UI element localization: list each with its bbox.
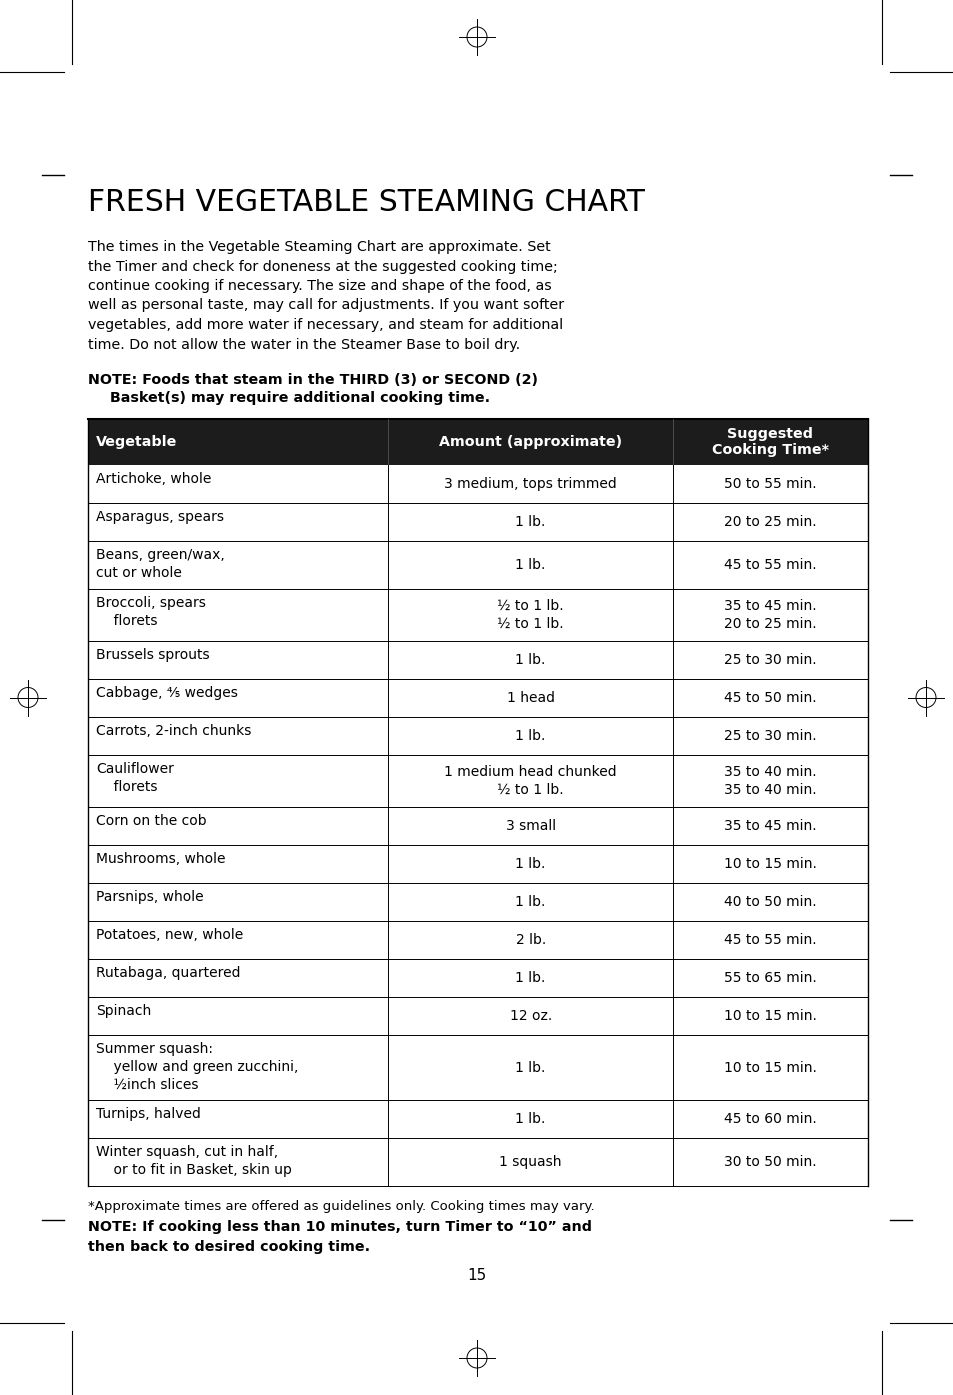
Text: Beans, green/wax,
cut or whole: Beans, green/wax, cut or whole xyxy=(96,548,225,580)
Text: 1 medium head chunked
½ to 1 lb.: 1 medium head chunked ½ to 1 lb. xyxy=(444,764,617,797)
Text: 1 lb.: 1 lb. xyxy=(515,515,545,529)
Text: Corn on the cob: Corn on the cob xyxy=(96,815,207,829)
Text: 1 lb.: 1 lb. xyxy=(515,558,545,572)
Text: 3 medium, tops trimmed: 3 medium, tops trimmed xyxy=(444,477,617,491)
Text: then back to desired cooking time.: then back to desired cooking time. xyxy=(88,1240,370,1254)
Text: 1 head: 1 head xyxy=(506,691,554,704)
Text: 40 to 50 min.: 40 to 50 min. xyxy=(723,896,816,910)
Text: 15: 15 xyxy=(467,1268,486,1282)
Text: 45 to 55 min.: 45 to 55 min. xyxy=(723,933,816,947)
Text: 12 oz.: 12 oz. xyxy=(509,1009,551,1023)
Text: the Timer and check for doneness at the suggested cooking time;: the Timer and check for doneness at the … xyxy=(88,259,558,273)
Text: 1 lb.: 1 lb. xyxy=(515,857,545,870)
Text: 10 to 15 min.: 10 to 15 min. xyxy=(723,857,816,870)
Text: Parsnips, whole: Parsnips, whole xyxy=(96,890,203,904)
Text: Cabbage, ⅘ wedges: Cabbage, ⅘ wedges xyxy=(96,686,237,700)
Text: Winter squash, cut in half,
    or to fit in Basket, skin up: Winter squash, cut in half, or to fit in… xyxy=(96,1145,292,1177)
Text: 20 to 25 min.: 20 to 25 min. xyxy=(723,515,816,529)
Text: Rutabaga, quartered: Rutabaga, quartered xyxy=(96,965,240,981)
Text: 1 lb.: 1 lb. xyxy=(515,896,545,910)
Text: Amount (approximate): Amount (approximate) xyxy=(438,435,621,449)
Text: Suggested
Cooking Time*: Suggested Cooking Time* xyxy=(711,427,828,458)
Text: Carrots, 2-inch chunks: Carrots, 2-inch chunks xyxy=(96,724,251,738)
Text: Brussels sprouts: Brussels sprouts xyxy=(96,649,210,663)
Text: continue cooking if necessary. The size and shape of the food, as: continue cooking if necessary. The size … xyxy=(88,279,551,293)
Text: 2 lb.: 2 lb. xyxy=(515,933,545,947)
Text: 35 to 45 min.: 35 to 45 min. xyxy=(723,819,816,833)
Text: FRESH VEGETABLE STEAMING CHART: FRESH VEGETABLE STEAMING CHART xyxy=(88,188,644,218)
Text: 25 to 30 min.: 25 to 30 min. xyxy=(723,653,816,667)
Text: 1 lb.: 1 lb. xyxy=(515,730,545,744)
Text: 3 small: 3 small xyxy=(505,819,556,833)
Bar xyxy=(88,418,867,465)
Text: 25 to 30 min.: 25 to 30 min. xyxy=(723,730,816,744)
Text: well as personal taste, may call for adjustments. If you want softer: well as personal taste, may call for adj… xyxy=(88,299,563,312)
Text: 50 to 55 min.: 50 to 55 min. xyxy=(723,477,816,491)
Text: *Approximate times are offered as guidelines only. Cooking times may vary.: *Approximate times are offered as guidel… xyxy=(88,1200,594,1214)
Text: Basket(s) may require additional cooking time.: Basket(s) may require additional cooking… xyxy=(110,391,490,405)
Text: time. Do not allow the water in the Steamer Base to boil dry.: time. Do not allow the water in the Stea… xyxy=(88,338,519,352)
Text: Spinach: Spinach xyxy=(96,1004,152,1018)
Text: 30 to 50 min.: 30 to 50 min. xyxy=(723,1155,816,1169)
Text: Vegetable: Vegetable xyxy=(96,435,177,449)
Text: 10 to 15 min.: 10 to 15 min. xyxy=(723,1060,816,1074)
Text: Broccoli, spears
    florets: Broccoli, spears florets xyxy=(96,596,206,628)
Text: Turnips, halved: Turnips, halved xyxy=(96,1108,201,1122)
Text: 45 to 60 min.: 45 to 60 min. xyxy=(723,1112,816,1126)
Text: Summer squash:
    yellow and green zucchini,
    ½inch slices: Summer squash: yellow and green zucchini… xyxy=(96,1042,298,1092)
Text: 55 to 65 min.: 55 to 65 min. xyxy=(723,971,816,985)
Text: 45 to 50 min.: 45 to 50 min. xyxy=(723,691,816,704)
Text: NOTE: Foods that steam in the THIRD (3) or SECOND (2): NOTE: Foods that steam in the THIRD (3) … xyxy=(88,372,537,386)
Text: Asparagus, spears: Asparagus, spears xyxy=(96,511,224,525)
Text: The times in the Vegetable Steaming Chart are approximate. Set: The times in the Vegetable Steaming Char… xyxy=(88,240,550,254)
Text: 10 to 15 min.: 10 to 15 min. xyxy=(723,1009,816,1023)
Text: vegetables, add more water if necessary, and steam for additional: vegetables, add more water if necessary,… xyxy=(88,318,562,332)
Text: 1 lb.: 1 lb. xyxy=(515,1112,545,1126)
Text: 35 to 40 min.
35 to 40 min.: 35 to 40 min. 35 to 40 min. xyxy=(723,764,816,797)
Text: 1 squash: 1 squash xyxy=(498,1155,561,1169)
Text: ½ to 1 lb.
½ to 1 lb.: ½ to 1 lb. ½ to 1 lb. xyxy=(497,598,563,631)
Text: NOTE: If cooking less than 10 minutes, turn Timer to “10” and: NOTE: If cooking less than 10 minutes, t… xyxy=(88,1221,592,1235)
Text: Potatoes, new, whole: Potatoes, new, whole xyxy=(96,928,243,942)
Text: Mushrooms, whole: Mushrooms, whole xyxy=(96,852,225,866)
Text: 1 lb.: 1 lb. xyxy=(515,653,545,667)
Text: 1 lb.: 1 lb. xyxy=(515,971,545,985)
Text: 1 lb.: 1 lb. xyxy=(515,1060,545,1074)
Text: Cauliflower
    florets: Cauliflower florets xyxy=(96,762,173,794)
Text: 35 to 45 min.
20 to 25 min.: 35 to 45 min. 20 to 25 min. xyxy=(723,598,816,631)
Text: Artichoke, whole: Artichoke, whole xyxy=(96,472,212,485)
Text: 45 to 55 min.: 45 to 55 min. xyxy=(723,558,816,572)
